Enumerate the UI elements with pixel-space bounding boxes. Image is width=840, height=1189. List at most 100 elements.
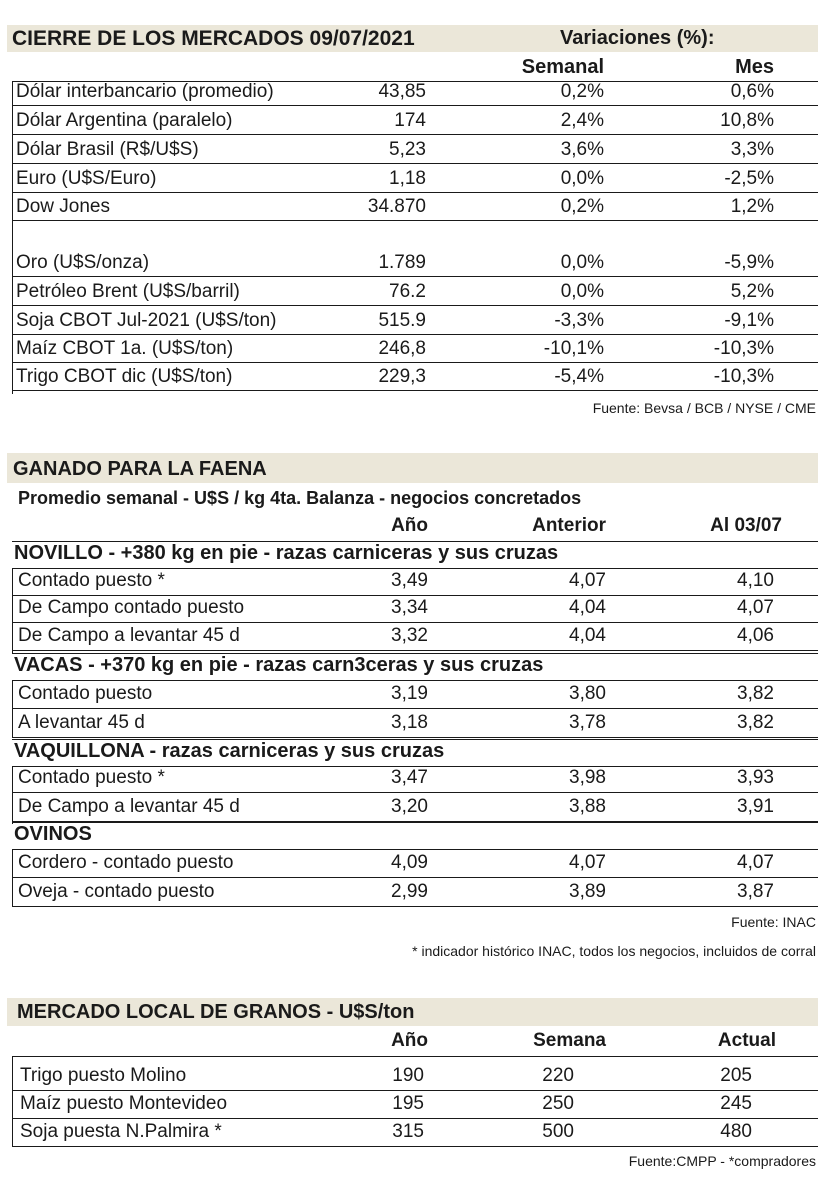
group-heading: VAQUILLONA - razas carniceras y sus cruz… [14,741,444,761]
group-heading: NOVILLO - +380 kg en pie - razas carnice… [14,543,558,563]
cattle-name: De Campo contado puesto [18,597,245,618]
market-mes: 1,2% [730,196,774,217]
cattle-ano: 3,20 [391,796,428,817]
grain-name: Maíz puesto Montevideo [20,1093,228,1114]
market-name: Maíz CBOT 1a. (U$S/ton) [16,338,234,359]
grain-ano: 195 [392,1093,424,1114]
ganado-title: GANADO PARA LA FAENA [13,458,267,480]
row-rule [12,276,818,277]
grain-name: Soja puesta N.Palmira * [20,1121,222,1142]
ganado-subtitle: Promedio semanal - U$S / kg 4ta. Balanza… [18,488,582,508]
group-rule [12,849,818,850]
granos-col-semana-header: Semana [533,1030,606,1051]
cattle-name: Contado puesto [18,683,153,704]
market-semanal: 0,0% [560,281,604,302]
market-value: 76.2 [389,281,426,302]
cattle-anterior: 4,04 [569,597,606,618]
market-mes: 10,8% [720,110,774,131]
market-semanal: 0,2% [560,81,604,102]
row-rule [12,192,818,193]
mercados-header-band [7,25,818,52]
market-value: 43,85 [378,81,426,102]
row-rule [12,650,818,651]
row-rule [12,105,818,106]
market-semanal: 0,0% [560,168,604,189]
market-name: Soja CBOT Jul-2021 (U$S/ton) [16,310,277,331]
cattle-ano: 3,34 [391,597,428,618]
cattle-anterior: 4,07 [569,852,606,873]
market-name: Petróleo Brent (U$S/barril) [16,281,240,302]
cattle-al: 3,82 [737,712,774,733]
row-rule [12,220,818,221]
granos-col-actual-header: Actual [717,1030,776,1051]
market-value: 515.9 [378,310,426,331]
market-value: 1.789 [378,252,426,273]
group-title: NOVILLO [14,542,103,564]
grain-actual: 205 [720,1065,752,1086]
group-left-rule [12,568,13,654]
market-value: 34.870 [367,196,426,217]
cattle-anterior: 3,78 [569,712,606,733]
cattle-name: Contado puesto * [18,570,165,591]
row-rule [12,163,818,164]
cattle-name: De Campo a levantar 45 d [18,625,240,646]
cattle-ano: 3,32 [391,625,428,646]
cattle-anterior: 4,04 [569,625,606,646]
group-title: VACAS [14,654,83,676]
group-rule [12,653,818,654]
cattle-al: 3,93 [737,767,774,788]
granos-header-band [7,998,818,1026]
market-mes: -10,3% [713,338,774,359]
mercados-left-rule [12,81,13,394]
grain-actual: 480 [720,1121,752,1142]
cattle-al: 3,82 [737,683,774,704]
ganado-header-band [7,453,818,483]
col-semanal-header: Semanal [521,56,604,78]
row-rule [12,134,818,135]
granos-header-rule [12,1056,818,1057]
market-mes: -2,5% [724,168,774,189]
cattle-al: 4,06 [737,625,774,646]
cattle-al: 4,10 [737,570,774,591]
grain-ano: 190 [392,1065,424,1086]
row-rule [12,877,818,878]
grain-name: Trigo puesto Molino [20,1065,187,1086]
row-rule [12,305,818,306]
cattle-ano: 3,19 [391,683,428,704]
group-left-rule [12,680,13,738]
variaciones-label: Variaciones (%): [560,27,715,49]
cattle-name: Contado puesto * [18,767,165,788]
col-anterior-header: Anterior [532,515,606,536]
col-al-header: Al 03/07 [710,515,782,536]
row-rule [12,1118,818,1119]
market-value: 1,18 [389,168,426,189]
market-semanal: 3,6% [560,139,604,160]
col-mes-header: Mes [735,56,774,78]
row-rule [12,708,818,709]
group-rule [12,541,818,542]
market-semanal: 2,4% [560,110,604,131]
market-mes: -5,9% [724,252,774,273]
row-rule [12,595,818,596]
market-semanal: 0,2% [560,196,604,217]
market-name: Euro (U$S/Euro) [16,168,157,189]
market-semanal: -3,3% [554,310,604,331]
row-rule [12,1090,818,1091]
cattle-name: A levantar 45 d [18,712,145,733]
row-rule [12,362,818,363]
market-semanal: -5,4% [554,366,604,387]
cattle-name: Oveja - contado puesto [18,881,215,902]
market-name: Oro (U$S/onza) [16,252,150,273]
group-left-rule [12,849,13,907]
granos-source: Fuente:CMPP - *compradores [628,1153,816,1169]
granos-col-ano-header: Año [391,1030,428,1051]
grain-semana: 500 [542,1121,574,1142]
market-value: 246,8 [378,338,426,359]
row-rule [12,821,818,822]
row-rule [12,906,818,907]
ganado-source: Fuente: INAC [731,914,816,930]
cattle-name: De Campo a levantar 45 d [18,796,240,817]
market-mes: 0,6% [730,81,774,102]
row-rule [12,390,818,391]
group-rule [12,822,818,823]
